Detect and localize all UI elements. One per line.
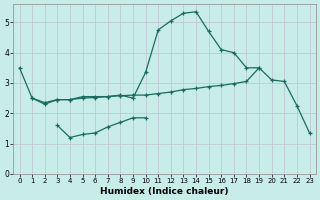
X-axis label: Humidex (Indice chaleur): Humidex (Indice chaleur) xyxy=(100,187,229,196)
